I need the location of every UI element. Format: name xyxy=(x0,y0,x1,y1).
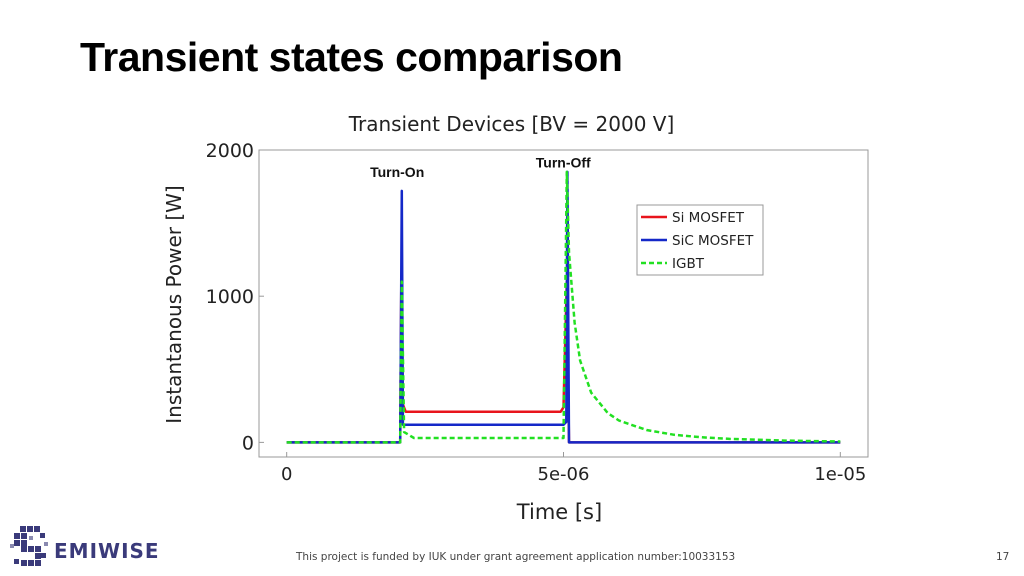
semiwise-logo: EMIWISE xyxy=(10,524,170,568)
annotation-label: Turn-Off xyxy=(536,154,591,170)
legend-label: IGBT xyxy=(672,256,705,272)
chart-title: Transient Devices [BV = 2000 V] xyxy=(348,112,675,136)
annotation-label: Turn-On xyxy=(370,164,424,180)
footer-note: This project is funded by IUK under gran… xyxy=(296,551,736,563)
y-tick-label: 1000 xyxy=(206,286,254,308)
legend-label: SiC MOSFET xyxy=(672,233,754,249)
logo-text: EMIWISE xyxy=(54,539,160,563)
x-tick-label: 1e-05 xyxy=(814,464,866,485)
y-tick-label: 2000 xyxy=(206,140,254,162)
legend-label: Si MOSFET xyxy=(672,210,745,226)
y-tick-label: 0 xyxy=(242,432,254,454)
series-line-sic-mosfet xyxy=(286,170,841,444)
x-tick-label: 5e-06 xyxy=(538,464,590,485)
page-number: 17 xyxy=(996,551,1010,563)
y-axis-label: Instantanous Power [W] xyxy=(162,185,186,423)
series-line-si-mosfet xyxy=(286,280,841,444)
x-tick-label: 0 xyxy=(281,464,292,485)
semiwise-s-logo-icon xyxy=(10,526,48,566)
slide-title: Transient states comparison xyxy=(80,34,623,80)
series-line-igbt xyxy=(286,170,841,444)
x-axis-label: Time [s] xyxy=(516,500,602,524)
